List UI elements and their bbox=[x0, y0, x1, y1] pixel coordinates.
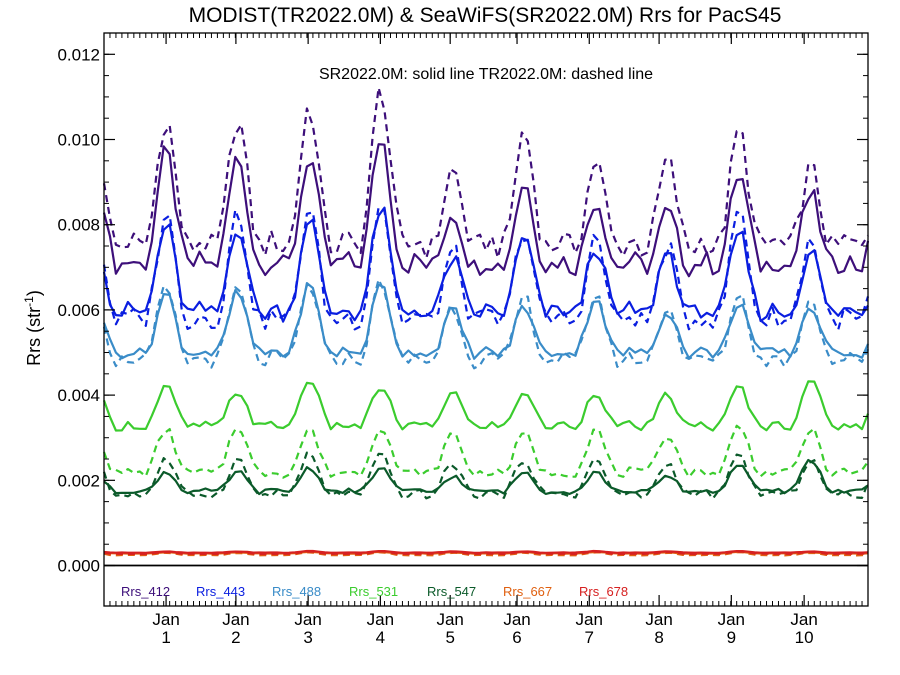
series-rrs-443-dashed bbox=[102, 206, 870, 331]
legend-rrs-443: Rrs_443 bbox=[196, 584, 245, 599]
y-tick-label: 0.006 bbox=[57, 301, 100, 320]
y-tick-label: 0.012 bbox=[57, 45, 100, 64]
x-tick-year: 10 bbox=[795, 628, 814, 647]
y-tick-label: 0.000 bbox=[57, 557, 100, 576]
legend-rrs-678: Rrs_678 bbox=[579, 584, 628, 599]
x-tick-month: Jan bbox=[152, 610, 179, 629]
legend-rrs-547: Rrs_547 bbox=[427, 584, 476, 599]
line-style-note: SR2022.0M: solid line TR2022.0M: dashed … bbox=[319, 66, 653, 83]
y-tick-label: 0.008 bbox=[57, 216, 100, 235]
x-tick-month: Jan bbox=[790, 610, 817, 629]
series-rrs-678-dashed bbox=[103, 550, 869, 556]
legend-rrs-412: Rrs_412 bbox=[121, 584, 170, 599]
x-tick-month: Jan bbox=[367, 610, 394, 629]
x-tick-year: 7 bbox=[585, 628, 594, 647]
series-rrs-412-solid bbox=[102, 143, 870, 278]
plot-ticks: 0.0000.0020.0040.0060.0080.0100.012Jan1J… bbox=[57, 33, 869, 647]
x-tick-month: Jan bbox=[436, 610, 463, 629]
series-rrs-547-solid bbox=[103, 458, 869, 496]
y-tick-label: 0.010 bbox=[57, 131, 100, 150]
series-rrs-547-dashed bbox=[102, 451, 870, 500]
series-rrs-488-dashed bbox=[102, 278, 869, 370]
y-axis-label-superscript: -1 bbox=[22, 296, 36, 307]
plot-lines bbox=[102, 86, 870, 557]
series-rrs-531-dashed bbox=[102, 424, 869, 479]
x-tick-month: Jan bbox=[576, 610, 603, 629]
y-axis-label-text: Rrs (str bbox=[24, 307, 44, 366]
x-tick-month: Jan bbox=[645, 610, 672, 629]
x-tick-year: 3 bbox=[303, 628, 312, 647]
x-tick-year: 5 bbox=[445, 628, 454, 647]
x-tick-year: 6 bbox=[512, 628, 521, 647]
series-rrs-531-solid bbox=[102, 380, 870, 432]
svg-text:Rrs (str-1): Rrs (str-1) bbox=[22, 290, 44, 366]
legend-rrs-667: Rrs_667 bbox=[503, 584, 552, 599]
series-rrs-443-solid bbox=[102, 206, 869, 323]
x-tick-month: Jan bbox=[503, 610, 530, 629]
x-tick-year: 2 bbox=[231, 628, 240, 647]
x-tick-year: 9 bbox=[727, 628, 736, 647]
y-tick-label: 0.002 bbox=[57, 471, 100, 490]
x-tick-month: Jan bbox=[294, 610, 321, 629]
legend-rrs-488: Rrs_488 bbox=[272, 584, 321, 599]
x-tick-year: 1 bbox=[161, 628, 170, 647]
legend-rrs-531: Rrs_531 bbox=[349, 584, 398, 599]
y-tick-label: 0.004 bbox=[57, 386, 100, 405]
legend: Rrs_412 Rrs_443 Rrs_488 Rrs_531 Rrs_547 Rrs_6… bbox=[121, 584, 628, 599]
x-tick-month: Jan bbox=[222, 610, 249, 629]
y-axis-label-close: ) bbox=[24, 290, 44, 296]
x-tick-month: Jan bbox=[718, 610, 745, 629]
chart-title: MODIST(TR2022.0M) & SeaWiFS(SR2022.0M) R… bbox=[189, 4, 782, 27]
x-tick-year: 8 bbox=[654, 628, 663, 647]
x-tick-year: 4 bbox=[376, 628, 385, 647]
y-axis-label: Rrs (str-1) bbox=[22, 290, 44, 366]
